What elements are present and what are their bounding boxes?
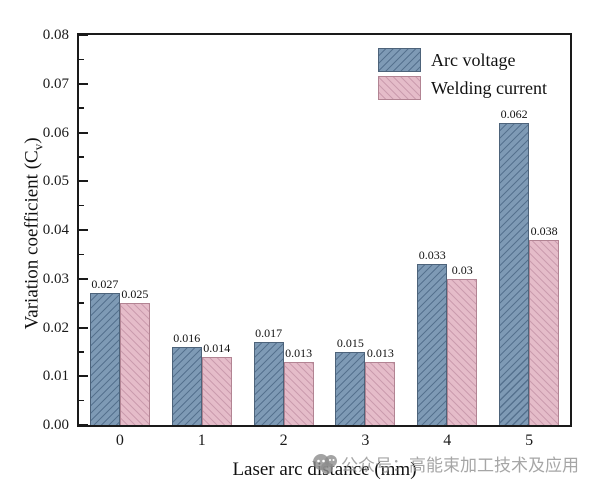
y-tick-minor bbox=[79, 58, 84, 61]
bar-arc-voltage-5 bbox=[499, 123, 530, 425]
legend: Arc voltage Welding current bbox=[378, 48, 547, 104]
y-tick-major bbox=[79, 326, 88, 329]
y-tick-minor bbox=[79, 156, 84, 158]
y-tick-major bbox=[79, 131, 88, 134]
y-tick-minor bbox=[79, 302, 84, 304]
bar-value-label: 0.017 bbox=[255, 326, 283, 340]
y-tick-major bbox=[79, 375, 88, 378]
x-axis-title: Laser arc distance (mm) bbox=[232, 459, 417, 480]
plot-area: 0.027 0.025 0.016 0.014 0.017 0.013 0.015 0.013… bbox=[77, 33, 572, 427]
y-tick-major bbox=[79, 82, 88, 85]
y-tick-minor bbox=[79, 107, 84, 109]
bar-value-label: 0.013 bbox=[285, 346, 313, 360]
y-tick-major bbox=[79, 180, 88, 183]
bar-value-label: 0.038 bbox=[530, 224, 558, 238]
y-tick-major bbox=[79, 424, 88, 426]
bar-welding-current-3 bbox=[365, 362, 396, 425]
legend-row-arc-voltage: Arc voltage bbox=[378, 48, 547, 72]
bar-arc-voltage-1 bbox=[171, 347, 202, 425]
y-tick-label: 0.03 bbox=[42, 270, 69, 287]
y-tick-minor bbox=[79, 253, 84, 256]
legend-swatch-welding-current bbox=[378, 76, 421, 100]
x-tick-label-4: 4 bbox=[443, 432, 452, 449]
bar-value-label: 0.016 bbox=[173, 331, 201, 345]
x-tick-label-3: 3 bbox=[361, 432, 370, 449]
legend-swatch-arc-voltage bbox=[378, 48, 421, 72]
y-tick-minor bbox=[79, 351, 84, 353]
y-tick-major bbox=[79, 34, 88, 36]
y-tick-label: 0.01 bbox=[42, 368, 69, 385]
legend-label: Welding current bbox=[431, 77, 548, 98]
y-axis-title-subscript: v bbox=[30, 143, 46, 151]
bar-value-label: 0.062 bbox=[500, 107, 528, 121]
y-tick-label: 0.08 bbox=[42, 27, 69, 43]
y-tick-major bbox=[79, 229, 88, 231]
y-tick-label: 0.00 bbox=[42, 417, 69, 433]
y-tick-label: 0.04 bbox=[42, 222, 69, 238]
bar-arc-voltage-3 bbox=[335, 352, 366, 425]
x-tick-label-0: 0 bbox=[115, 432, 124, 449]
y-tick-minor bbox=[79, 399, 84, 402]
y-tick-minor bbox=[79, 204, 84, 207]
legend-row-welding-current: Welding current bbox=[378, 76, 547, 100]
bar-value-label: 0.03 bbox=[451, 263, 473, 277]
bar-value-label: 0.014 bbox=[203, 341, 231, 355]
y-tick-label: 0.06 bbox=[42, 124, 69, 141]
y-tick-label: 0.02 bbox=[42, 319, 69, 336]
x-tick-label-1: 1 bbox=[197, 432, 206, 449]
bars-layer: 0.027 0.025 0.016 0.014 0.017 0.013 0.015 0.013… bbox=[79, 35, 570, 425]
bar-value-label: 0.013 bbox=[366, 346, 394, 360]
legend-label: Arc voltage bbox=[431, 49, 516, 70]
bar-welding-current-4 bbox=[447, 279, 478, 425]
bar-welding-current-0 bbox=[119, 303, 150, 425]
x-tick-label-2: 2 bbox=[279, 432, 288, 449]
bar-arc-voltage-0 bbox=[89, 293, 120, 425]
bar-welding-current-1 bbox=[201, 357, 232, 425]
y-tick-major bbox=[79, 277, 88, 280]
bar-value-label: 0.033 bbox=[418, 248, 446, 262]
y-tick-label: 0.05 bbox=[42, 173, 69, 190]
bar-value-label: 0.015 bbox=[336, 336, 364, 350]
bar-arc-voltage-2 bbox=[253, 342, 284, 425]
bar-arc-voltage-4 bbox=[417, 264, 448, 425]
bar-value-label: 0.025 bbox=[121, 287, 149, 301]
y-axis-ticks bbox=[79, 34, 570, 426]
x-tick-label-5: 5 bbox=[525, 432, 534, 449]
bar-value-label: 0.027 bbox=[91, 277, 119, 291]
bar-welding-current-5 bbox=[529, 240, 560, 425]
y-tick-label: 0.07 bbox=[42, 75, 69, 92]
bar-welding-current-2 bbox=[283, 362, 314, 425]
